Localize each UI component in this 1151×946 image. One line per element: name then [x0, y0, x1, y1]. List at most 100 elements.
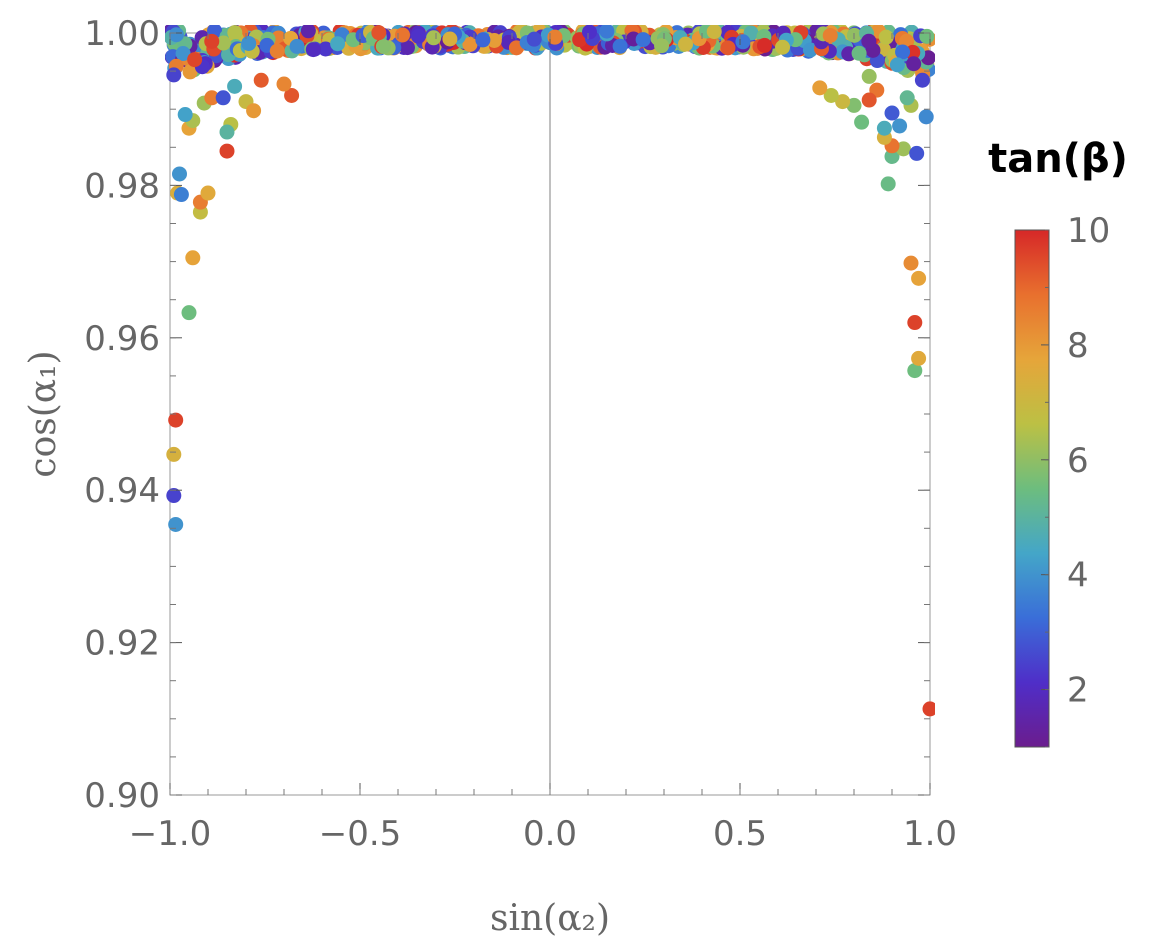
x-tick-label: −1.0 — [129, 814, 212, 854]
y-tick-label: 0.98 — [84, 166, 160, 206]
x-tick-label: 0.0 — [523, 814, 577, 854]
data-point — [884, 148, 900, 164]
band-point — [175, 46, 191, 62]
data-point — [227, 78, 243, 94]
band-point — [581, 25, 597, 40]
band-point — [851, 45, 867, 61]
band-point — [919, 28, 935, 44]
colorbar-title: tan(β) — [988, 136, 1128, 182]
band-point — [215, 35, 231, 51]
band-point — [475, 32, 491, 48]
y-tick-label: 0.90 — [84, 776, 160, 816]
band-point — [305, 42, 321, 58]
colorbar-tick-label: 8 — [1067, 326, 1089, 366]
data-point — [812, 80, 828, 96]
band-point — [442, 31, 458, 47]
band-point — [612, 38, 628, 54]
band-point — [706, 25, 722, 40]
data-point — [219, 124, 235, 140]
band-point — [678, 36, 694, 52]
data-point — [861, 68, 877, 84]
band-point — [822, 27, 838, 43]
band-point — [269, 43, 285, 59]
band-point — [182, 64, 198, 80]
band-point — [399, 40, 415, 56]
band-point — [889, 57, 905, 73]
data-point — [284, 87, 300, 103]
band-point — [906, 56, 922, 72]
data-point — [823, 87, 839, 103]
band-point — [394, 27, 410, 43]
data-point — [880, 176, 896, 192]
data-point — [276, 76, 292, 92]
data-point — [911, 270, 927, 286]
data-point — [173, 187, 189, 203]
data-point — [253, 72, 269, 88]
data-point — [219, 143, 235, 159]
band-point — [187, 52, 203, 68]
band-point — [547, 29, 563, 45]
colorbar-tick-label: 2 — [1067, 671, 1089, 711]
band-point — [735, 34, 751, 50]
band-point — [241, 35, 257, 51]
band-point — [895, 44, 911, 60]
data-point — [177, 107, 193, 123]
data-point — [907, 363, 923, 379]
band-point — [720, 40, 736, 56]
data-point — [884, 105, 900, 121]
band-point — [300, 25, 316, 39]
band-point — [486, 32, 502, 48]
colorbar-gradient — [1014, 229, 1050, 748]
data-point — [185, 250, 201, 266]
y-tick-label: 0.94 — [84, 471, 160, 511]
colorbar-tick-label: 4 — [1067, 556, 1089, 596]
band-point — [371, 25, 387, 41]
data-point — [899, 90, 915, 106]
data-point — [166, 446, 182, 462]
band-point — [861, 33, 877, 49]
data-point — [172, 166, 187, 182]
data-point — [922, 701, 935, 717]
band-point — [599, 25, 615, 39]
colorbar-tick-label: 6 — [1067, 441, 1089, 481]
data-point — [918, 109, 934, 125]
data-point — [204, 90, 220, 106]
data-point — [903, 255, 919, 271]
band-point — [204, 33, 220, 49]
data-point — [181, 305, 197, 321]
data-point — [846, 97, 862, 113]
y-tick-label: 0.96 — [84, 319, 160, 359]
data-point — [246, 103, 262, 119]
band-point — [289, 38, 305, 54]
band-point — [330, 36, 346, 52]
band-point — [635, 32, 651, 48]
y-tick-label: 0.92 — [84, 624, 160, 664]
band-point — [227, 25, 243, 41]
band-point — [654, 38, 670, 54]
data-point — [835, 94, 851, 110]
data-point — [895, 141, 911, 157]
band-point — [168, 27, 184, 43]
x-axis-label: sin(α₂) — [490, 898, 610, 939]
plot-frame — [169, 32, 931, 796]
band-point — [526, 31, 542, 47]
data-point — [909, 145, 925, 161]
data-point — [168, 516, 184, 532]
colorbar-tick-label: 10 — [1067, 211, 1110, 251]
band-point — [802, 42, 818, 58]
y-axis-label: cos(α₁) — [23, 350, 64, 477]
band-point — [462, 36, 478, 52]
axes: −1.0 −0.5 0.0 0.5 1.0 0.90 0.92 0.94 0.96 0.98 1.0… — [23, 14, 957, 939]
band-point — [878, 29, 894, 45]
data-point — [168, 412, 184, 428]
data-point — [166, 67, 182, 83]
data-point — [861, 92, 877, 108]
band-point — [318, 41, 334, 57]
x-tick-label: −0.5 — [319, 814, 402, 854]
band-point — [756, 37, 772, 53]
data-point — [200, 185, 216, 201]
band-point — [410, 28, 426, 44]
band-point — [775, 39, 791, 55]
data-point — [911, 350, 927, 366]
